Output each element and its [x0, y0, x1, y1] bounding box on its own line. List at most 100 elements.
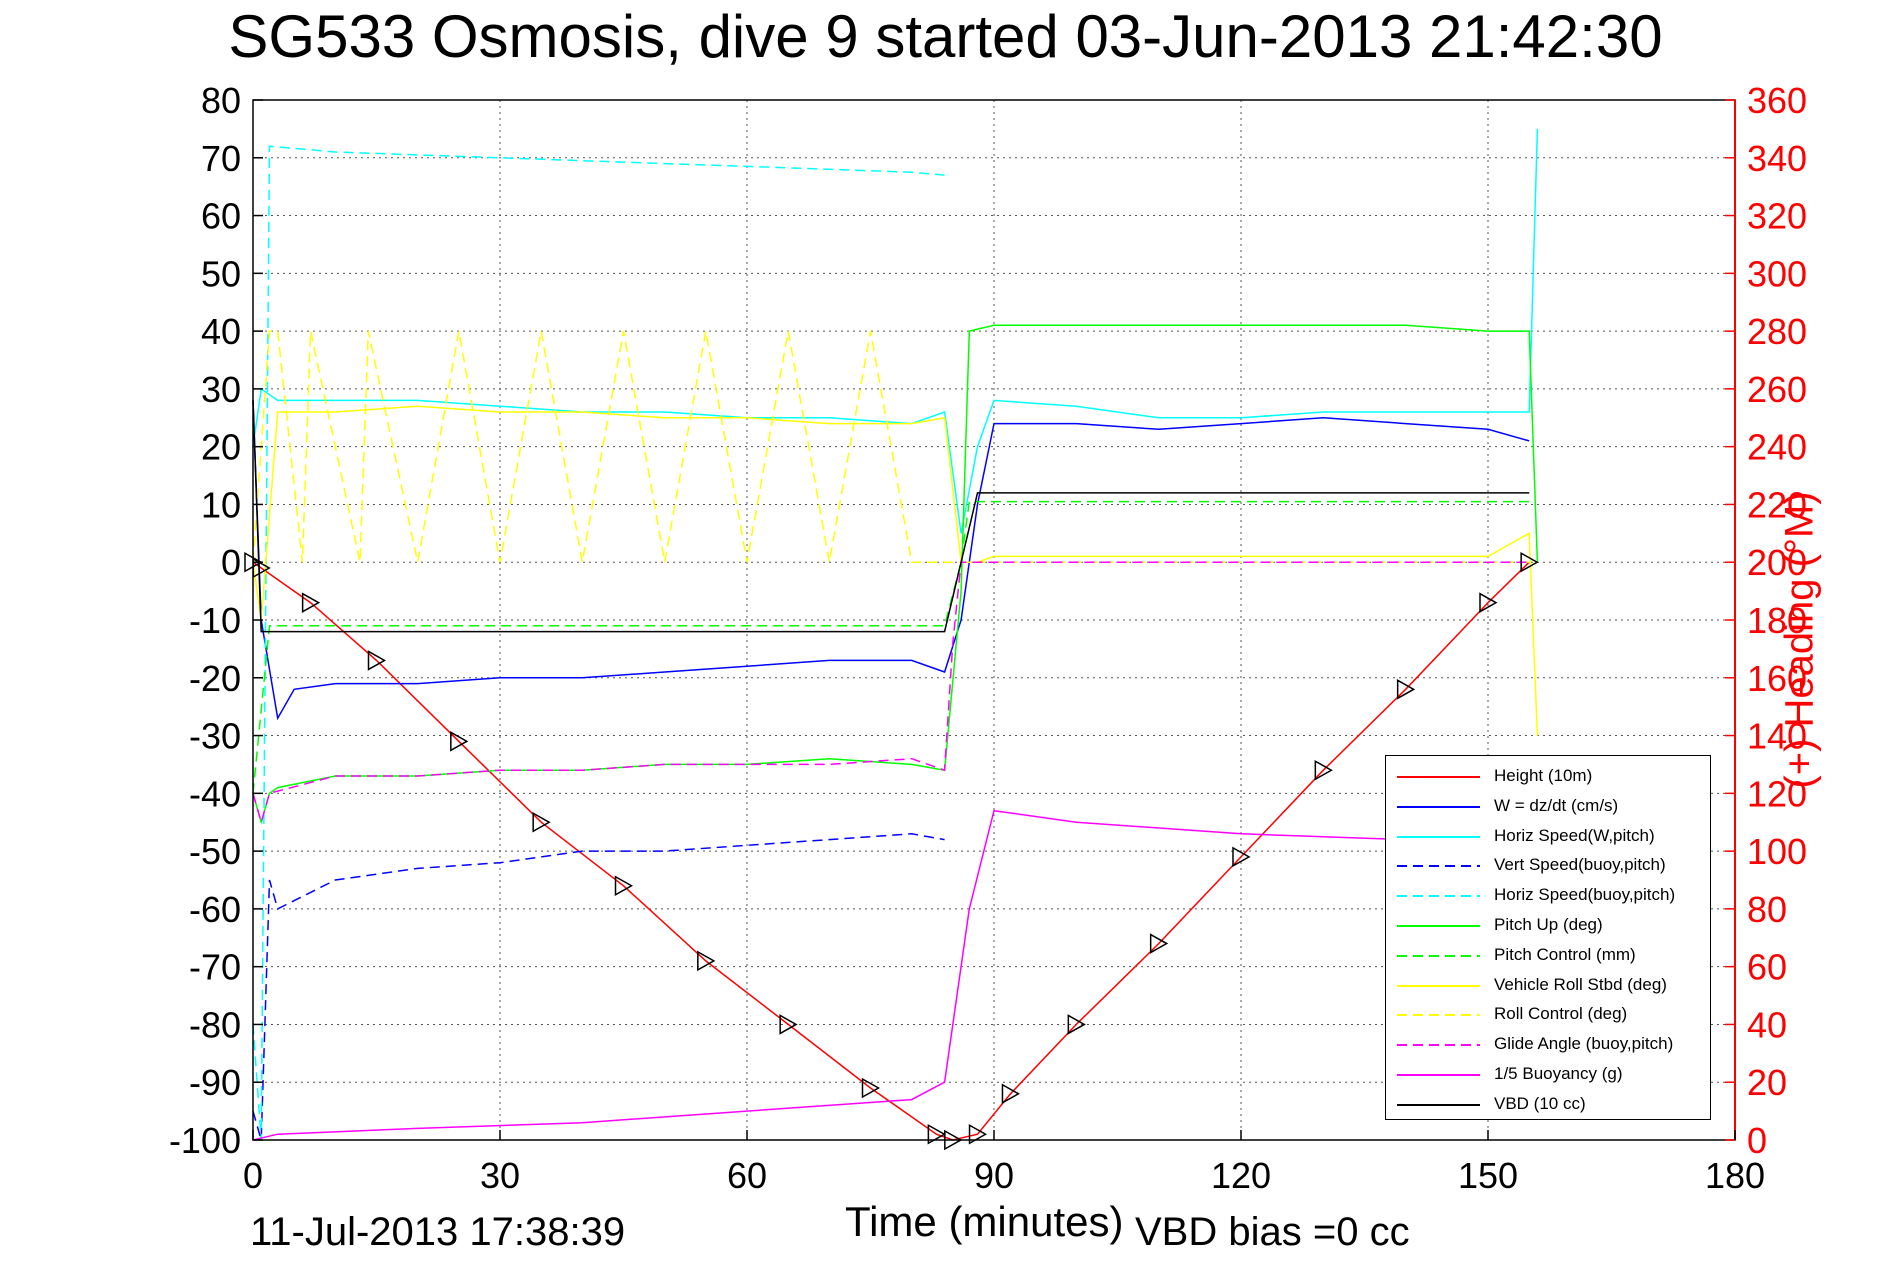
height-marker	[614, 875, 634, 897]
legend: Height (10m) W = dz/dt (cm/s) Horiz Speed(…	[1385, 755, 1711, 1120]
legend-label: W = dz/dt (cm/s)	[1494, 795, 1619, 815]
legend-label: Roll Control (deg)	[1494, 1004, 1628, 1024]
height-marker	[1314, 759, 1333, 781]
height-marker	[1479, 592, 1498, 613]
height-marker	[1520, 551, 1539, 573]
x-tick-label: 120	[1211, 1155, 1271, 1196]
y-tick-label: 30	[201, 369, 241, 410]
series-line	[252, 561, 1530, 1141]
y-tick-label: 40	[201, 311, 241, 352]
y-tick-label: -30	[189, 716, 241, 757]
series-line	[252, 500, 1530, 794]
legend-entry: Horiz Speed(W,pitch)	[1386, 822, 1712, 852]
height-marker	[1149, 933, 1169, 954]
y-tick-label: -40	[189, 773, 241, 814]
x-axis-label: Time (minutes)	[845, 1198, 1124, 1245]
height-marker	[927, 1123, 946, 1145]
x-tick-label: 90	[974, 1155, 1014, 1196]
y2-tick-label: 320	[1747, 196, 1807, 237]
y2-tick-label: 300	[1747, 253, 1807, 294]
y-tick-label: -60	[189, 889, 241, 930]
legend-entry: Glide Angle (buoy,pitch)	[1386, 1030, 1712, 1060]
x-tick-label: 0	[243, 1155, 263, 1196]
y-tick-label: 10	[201, 484, 241, 525]
y2-tick-label: 180	[1747, 600, 1807, 641]
y-tick-label: -50	[189, 831, 241, 872]
y2-tick-label: 160	[1747, 658, 1807, 699]
height-marker	[1232, 846, 1251, 868]
x-tick-label: 180	[1705, 1155, 1765, 1196]
x-tick-label: 30	[480, 1155, 520, 1196]
series-line	[252, 128, 1539, 534]
legend-label: Pitch Up (deg)	[1494, 915, 1603, 934]
legend-label: Pitch Control (mm)	[1494, 944, 1636, 964]
height-marker	[1067, 1014, 1086, 1035]
y2-tick-label: 80	[1747, 889, 1787, 930]
y2-tick-label: 340	[1747, 138, 1807, 179]
legend-swatch	[1397, 954, 1480, 957]
height-marker	[367, 650, 387, 671]
legend-label: Horiz Speed(buoy,pitch)	[1494, 885, 1676, 905]
y-tick-label: -100	[169, 1120, 241, 1161]
legend-swatch	[1397, 1074, 1480, 1076]
footer-timestamp: 11-Jul-2013 17:38:39	[250, 1210, 626, 1254]
x-tick-label: 150	[1458, 1155, 1518, 1196]
height-marker	[697, 950, 716, 972]
y-tick-label: -10	[189, 600, 241, 641]
y2-tick-label: 240	[1747, 427, 1807, 468]
y-tick-label: 0	[221, 542, 241, 583]
legend-entry: Height (10m)	[1386, 762, 1712, 792]
x-tick-label: 60	[727, 1155, 767, 1196]
y2-axis-label: (+) Heading (°M)	[1777, 491, 1822, 789]
series-line	[252, 400, 1530, 633]
legend-label: Vert Speed(buoy,pitch)	[1494, 855, 1666, 875]
y2-tick-label: 200	[1747, 542, 1807, 583]
legend-entry: 1/5 Buoyancy (g)	[1386, 1060, 1712, 1090]
legend-entry: Pitch Up (deg)	[1386, 911, 1712, 941]
legend-entry: Vert Speed(buoy,pitch)	[1386, 851, 1712, 881]
legend-label: Horiz Speed(W,pitch)	[1494, 825, 1655, 845]
legend-entry: Pitch Control (mm)	[1386, 941, 1712, 971]
y-tick-label: 60	[201, 196, 241, 237]
y2-tick-label: 220	[1747, 484, 1807, 525]
series-line	[252, 400, 1530, 721]
y2-tick-label: 40	[1747, 1004, 1787, 1045]
legend-swatch	[1397, 776, 1480, 778]
legend-swatch	[1397, 835, 1480, 838]
series-line	[252, 145, 945, 1141]
y-tick-label: -80	[189, 1004, 241, 1045]
legend-label: Vehicle Roll Stbd (deg)	[1494, 974, 1667, 994]
legend-entry: VBD (10 cc)	[1386, 1090, 1712, 1120]
y-tick-label: 70	[201, 138, 241, 179]
legend-swatch	[1397, 895, 1480, 898]
legend-entry: Roll Control (deg)	[1386, 1000, 1712, 1030]
series-line	[252, 833, 945, 1141]
y-tick-label: 20	[201, 427, 241, 468]
y2-tick-label: 360	[1747, 80, 1807, 121]
height-marker	[450, 731, 469, 752]
y2-tick-label: 100	[1747, 831, 1807, 872]
height-marker	[1396, 679, 1416, 700]
y-tick-label: -70	[189, 947, 241, 988]
y2-tick-label: 280	[1747, 311, 1807, 352]
series-line	[252, 330, 1530, 563]
height-marker	[968, 1123, 988, 1145]
y-tick-label: -20	[189, 658, 241, 699]
y2-tick-label: 20	[1747, 1062, 1787, 1103]
height-marker	[532, 811, 551, 833]
height-marker	[861, 1077, 881, 1099]
series-line	[252, 561, 1530, 825]
height-marker	[1001, 1083, 1020, 1105]
y2-tick-label: 60	[1747, 947, 1787, 988]
height-marker	[301, 592, 321, 613]
legend-swatch	[1397, 1044, 1480, 1047]
legend-swatch	[1397, 984, 1480, 987]
legend-swatch	[1397, 805, 1480, 808]
legend-entry: W = dz/dt (cm/s)	[1386, 792, 1712, 822]
legend-entry: Horiz Speed(buoy,pitch)	[1386, 881, 1712, 911]
y-tick-label: 80	[201, 80, 241, 121]
series-line	[252, 405, 1539, 736]
series-line	[252, 809, 1530, 1141]
y2-tick-label: 260	[1747, 369, 1807, 410]
